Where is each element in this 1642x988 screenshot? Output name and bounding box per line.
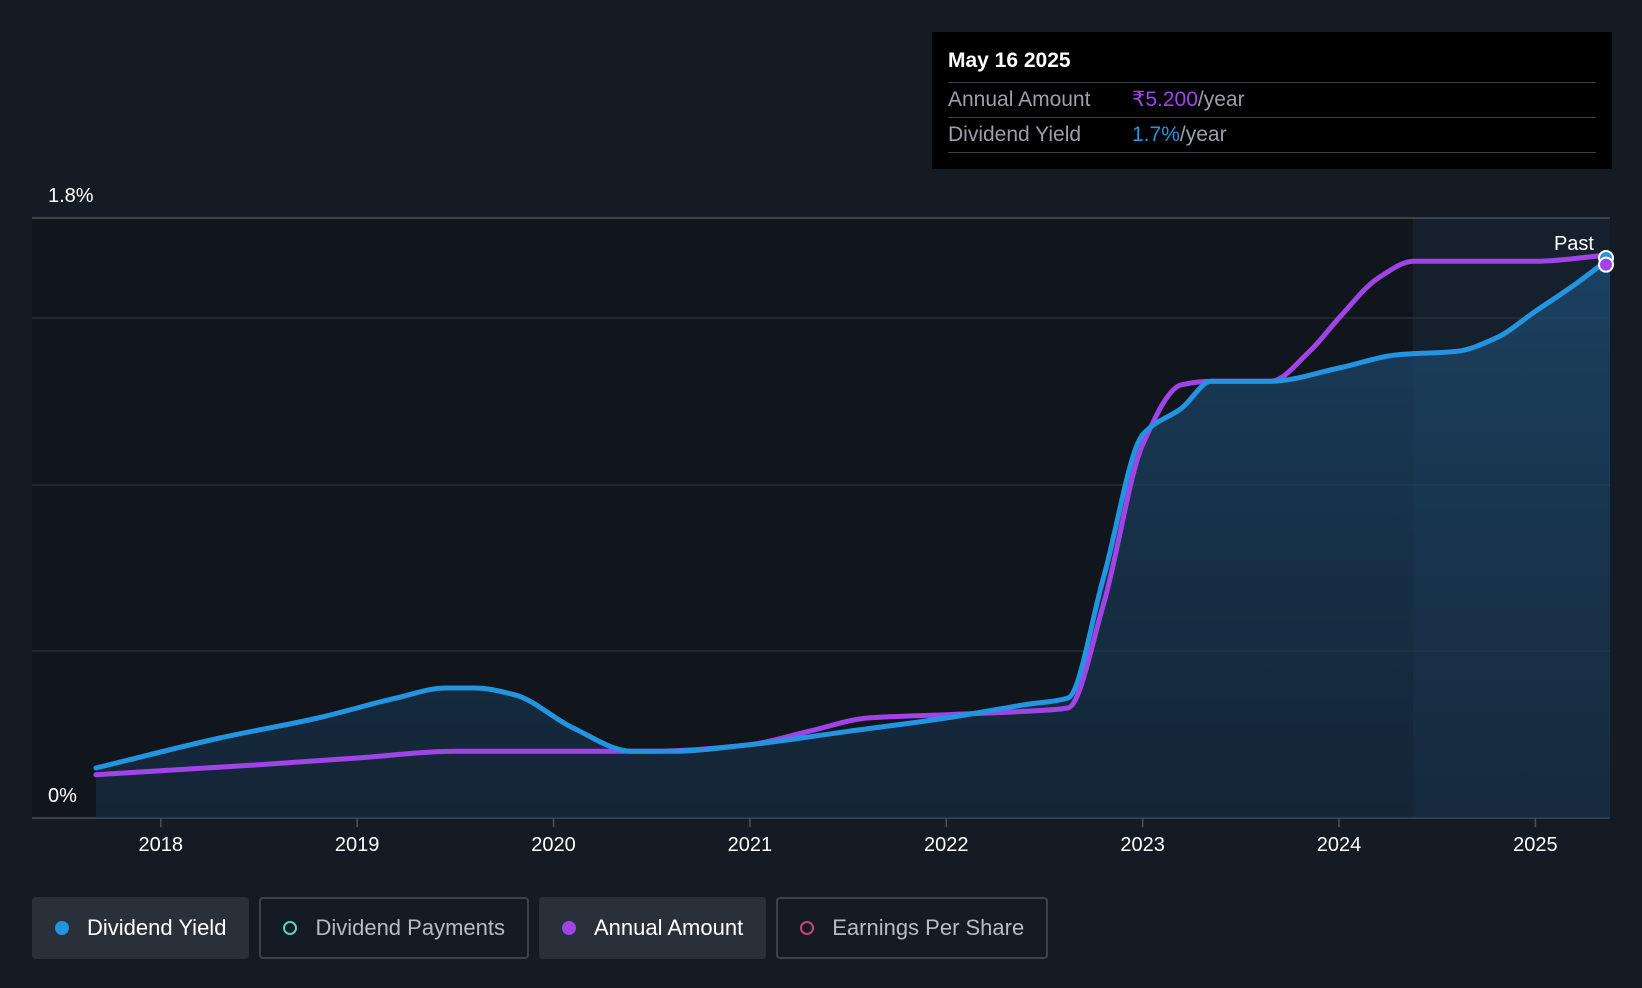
dividend-yield-area — [96, 258, 1610, 818]
annual-amount-end-marker — [1598, 256, 1614, 273]
x-tick-label: 2019 — [335, 834, 380, 856]
legend-annual-amount-button[interactable]: Annual Amount — [538, 897, 767, 959]
x-axis: 2018 2019 2020 2021 2022 2023 2024 2025 — [139, 818, 1558, 856]
tooltip-suffix: /year — [1179, 123, 1227, 146]
area-layer — [96, 258, 1610, 818]
end-markers — [1598, 250, 1614, 273]
legend-dot-icon — [55, 921, 69, 935]
y-tick-label-bottom: 0% — [48, 785, 77, 807]
legend-dividend-payments-button[interactable]: Dividend Payments — [259, 897, 529, 959]
tooltip-label: Dividend Yield — [948, 123, 1082, 146]
tooltip-suffix: /year — [1197, 88, 1245, 111]
chart-legend: Dividend Yield Dividend Payments Annual … — [32, 897, 1049, 959]
x-tick-label: 2021 — [728, 834, 773, 856]
x-tick-label: 2023 — [1120, 834, 1165, 856]
y-tick-label-top: 1.8% — [48, 185, 94, 207]
x-tick-label: 2024 — [1317, 834, 1362, 856]
legend-label: Dividend Yield — [87, 915, 227, 940]
tooltip-value: 1.7% — [1132, 123, 1180, 146]
legend-earnings-per-share-button[interactable]: Earnings Per Share — [776, 897, 1049, 959]
dividend-yield-line — [93, 255, 1613, 771]
tooltip-value: ₹5.200 — [1132, 88, 1198, 111]
legend-ring-icon — [283, 921, 298, 935]
legend-label: Annual Amount — [593, 915, 744, 940]
legend-dot-icon — [561, 921, 576, 935]
x-tick-label: 2025 — [1513, 834, 1558, 856]
annual-amount-line — [93, 252, 1613, 778]
legend-label: Dividend Payments — [315, 915, 505, 940]
tooltip-label: Annual Amount — [948, 88, 1091, 111]
tooltip-date: May 16 2025 — [948, 46, 1596, 83]
tooltip-row-annual-amount: Annual Amount ₹5.200 /year — [948, 83, 1596, 118]
legend-label: Earnings Per Share — [832, 915, 1025, 940]
data-tooltip: May 16 2025 Annual Amount ₹5.200 /year D… — [932, 32, 1612, 169]
x-tick-label: 2018 — [139, 834, 184, 856]
legend-dividend-yield-button[interactable]: Dividend Yield — [32, 897, 250, 959]
past-label: Past — [1554, 233, 1594, 255]
line-layer — [93, 252, 1613, 778]
tooltip-row-dividend-yield: Dividend Yield 1.7% /year — [948, 118, 1596, 153]
legend-ring-icon — [800, 921, 815, 935]
x-tick-label: 2022 — [924, 834, 969, 856]
x-tick-label: 2020 — [531, 834, 576, 856]
